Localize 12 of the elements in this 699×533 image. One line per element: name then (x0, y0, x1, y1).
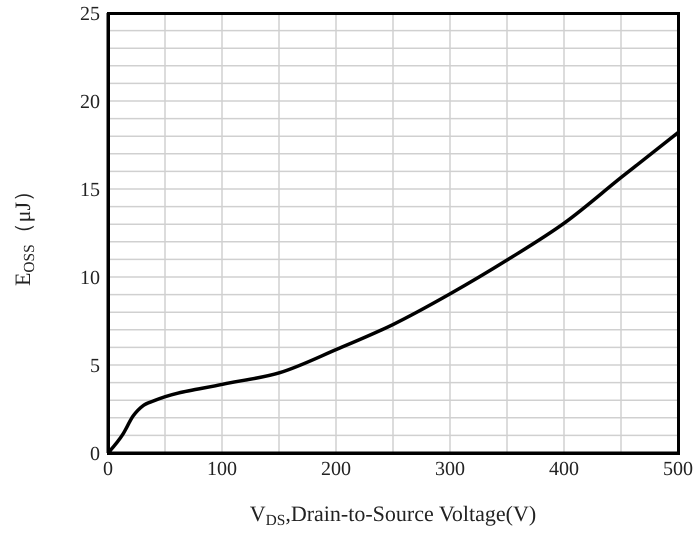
y-tick-label: 15 (80, 179, 100, 202)
x-tick-label: 400 (549, 458, 579, 480)
y-tick-label: 5 (90, 355, 100, 378)
y-tick-label: 0 (90, 443, 100, 466)
y-tick-label: 10 (80, 267, 100, 290)
x-tick-label: 300 (435, 458, 465, 480)
y-tick-label: 20 (80, 91, 100, 114)
x-axis-title: V$_{DS}$,Drain-to-Source Voltage(V) (250, 501, 536, 529)
x-tick-label: 100 (207, 458, 237, 480)
x-tick-label: 200 (321, 458, 351, 480)
y-tick-label: 25 (80, 3, 100, 26)
x-tick-label: 500 (663, 458, 693, 480)
